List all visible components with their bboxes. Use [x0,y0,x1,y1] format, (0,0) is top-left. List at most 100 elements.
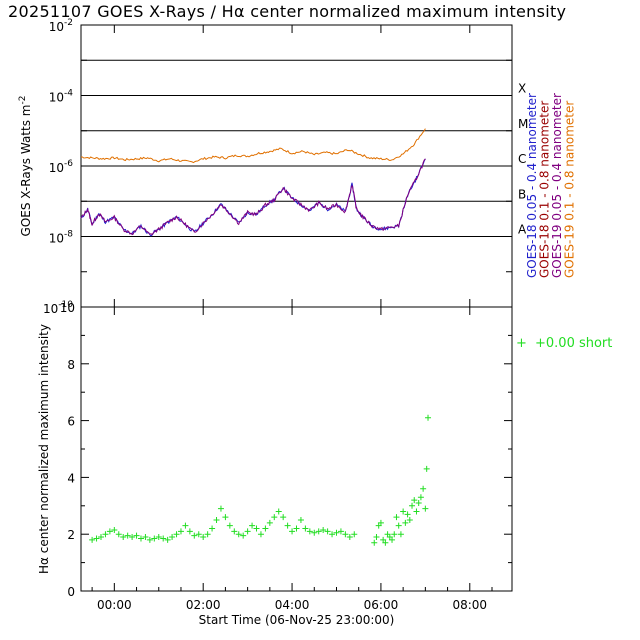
halpha-point [209,525,216,532]
halpha-point [411,497,418,504]
halpha-point [289,528,296,535]
y-tick-label: 10-2 [49,18,73,34]
halpha-point [406,517,413,523]
legend-entry: GOES-18 0.1 - 0.8 nanometer [538,101,552,278]
y-tick-label: 0 [67,585,75,599]
halpha-point [160,535,167,542]
halpha-point [415,499,422,506]
halpha-point [417,494,424,501]
halpha-point [111,526,118,533]
halpha-point [293,525,300,532]
x-axis-label: Start Time (06-Nov-25 23:00:00) [199,613,395,627]
halpha-point [93,535,100,542]
halpha-point [222,514,229,521]
goes18-short-series [80,158,426,237]
halpha-point [226,522,233,529]
halpha-point [124,532,131,539]
halpha-point [373,534,380,541]
halpha-point [249,522,256,529]
halpha-point [200,534,207,541]
halpha-point [409,502,416,509]
halpha-point [404,511,411,518]
halpha-point [142,534,149,541]
halpha-point [266,519,273,526]
y-tick-label: 10-10 [43,300,73,316]
halpha-point [377,519,384,526]
x-tick-label: 08:00 [452,598,487,612]
halpha-legend-label: +0.00 short [535,336,612,351]
halpha-point [89,536,96,543]
halpha-point [253,525,260,532]
halpha-point [351,531,358,538]
halpha-point [333,529,340,536]
y-tick-label: 2 [67,528,75,542]
halpha-point [97,534,104,541]
halpha-point [315,528,322,535]
flare-class-label: M [518,117,528,131]
halpha-point [271,514,278,521]
halpha-point [311,529,318,536]
y-tick-label: 6 [67,415,75,429]
halpha-legend-marker: + [516,336,527,351]
halpha-point [320,526,327,533]
halpha-point [173,531,180,538]
halpha-point [297,517,304,523]
halpha-point [191,532,198,539]
halpha-point [395,522,402,529]
halpha-point [389,536,396,543]
halpha-point [391,531,398,538]
halpha-point [337,528,344,535]
halpha-point [164,536,171,543]
y-axis-label: GOES X-Rays Watts m-2 [18,96,33,237]
halpha-point [275,508,282,515]
y-tick-label: 10 [60,301,75,315]
flare-class-label: C [518,152,526,166]
halpha-point [155,534,162,541]
halpha-point [137,535,144,542]
halpha-point [382,539,389,546]
halpha-point [413,508,420,515]
y-tick-label: 10-6 [49,159,74,175]
halpha-point [306,528,313,535]
halpha-point [393,514,400,521]
halpha-point [324,528,331,535]
halpha-point [420,485,427,492]
halpha-point [231,528,238,535]
halpha-plot: 0 2 4 6 8 10 00:00 02:00 04:00 06:00 08:00 Start Ti… [37,301,612,627]
y-tick-label: 8 [67,358,75,372]
halpha-point [115,531,122,538]
halpha-point [240,532,247,539]
halpha-point [235,531,242,538]
halpha-point [177,528,184,535]
halpha-point [397,531,404,538]
goes19-short-series [80,158,426,236]
halpha-point [195,531,202,538]
halpha-point [257,531,264,538]
halpha-point [346,534,353,541]
halpha-point [146,536,153,543]
halpha-point [262,525,269,532]
halpha-point [120,534,127,541]
halpha-point [280,514,287,521]
halpha-point [371,539,378,546]
legend-entry: GOES-19 0.1 - 0.8 nanometer [563,101,577,278]
goes-xray-plot: 10-2 10-4 10-6 10-8 10-10 GOES X-Rays Watts m… [18,18,577,316]
legend-entry: GOES-18 0.05 - 0.4 nanometer [525,93,539,278]
halpha-point [302,525,309,532]
halpha-point [129,534,136,541]
legend-entry: GOES-19 0.05 - 0.4 nanometer [550,93,564,278]
halpha-point [213,517,220,523]
halpha-point [402,519,409,526]
halpha-point [400,508,407,515]
halpha-point [151,535,158,542]
chart-title: 20251107 GOES X-Rays / Hα center normali… [8,2,567,21]
bottom-plot-frame [80,306,513,592]
halpha-point [244,528,251,535]
y-tick-label: 10-4 [49,89,74,105]
halpha-point [217,505,224,512]
halpha-point [204,531,211,538]
flare-class-label: A [518,223,527,237]
x-tick-label: 06:00 [364,598,399,612]
x-tick-label: 04:00 [275,598,310,612]
